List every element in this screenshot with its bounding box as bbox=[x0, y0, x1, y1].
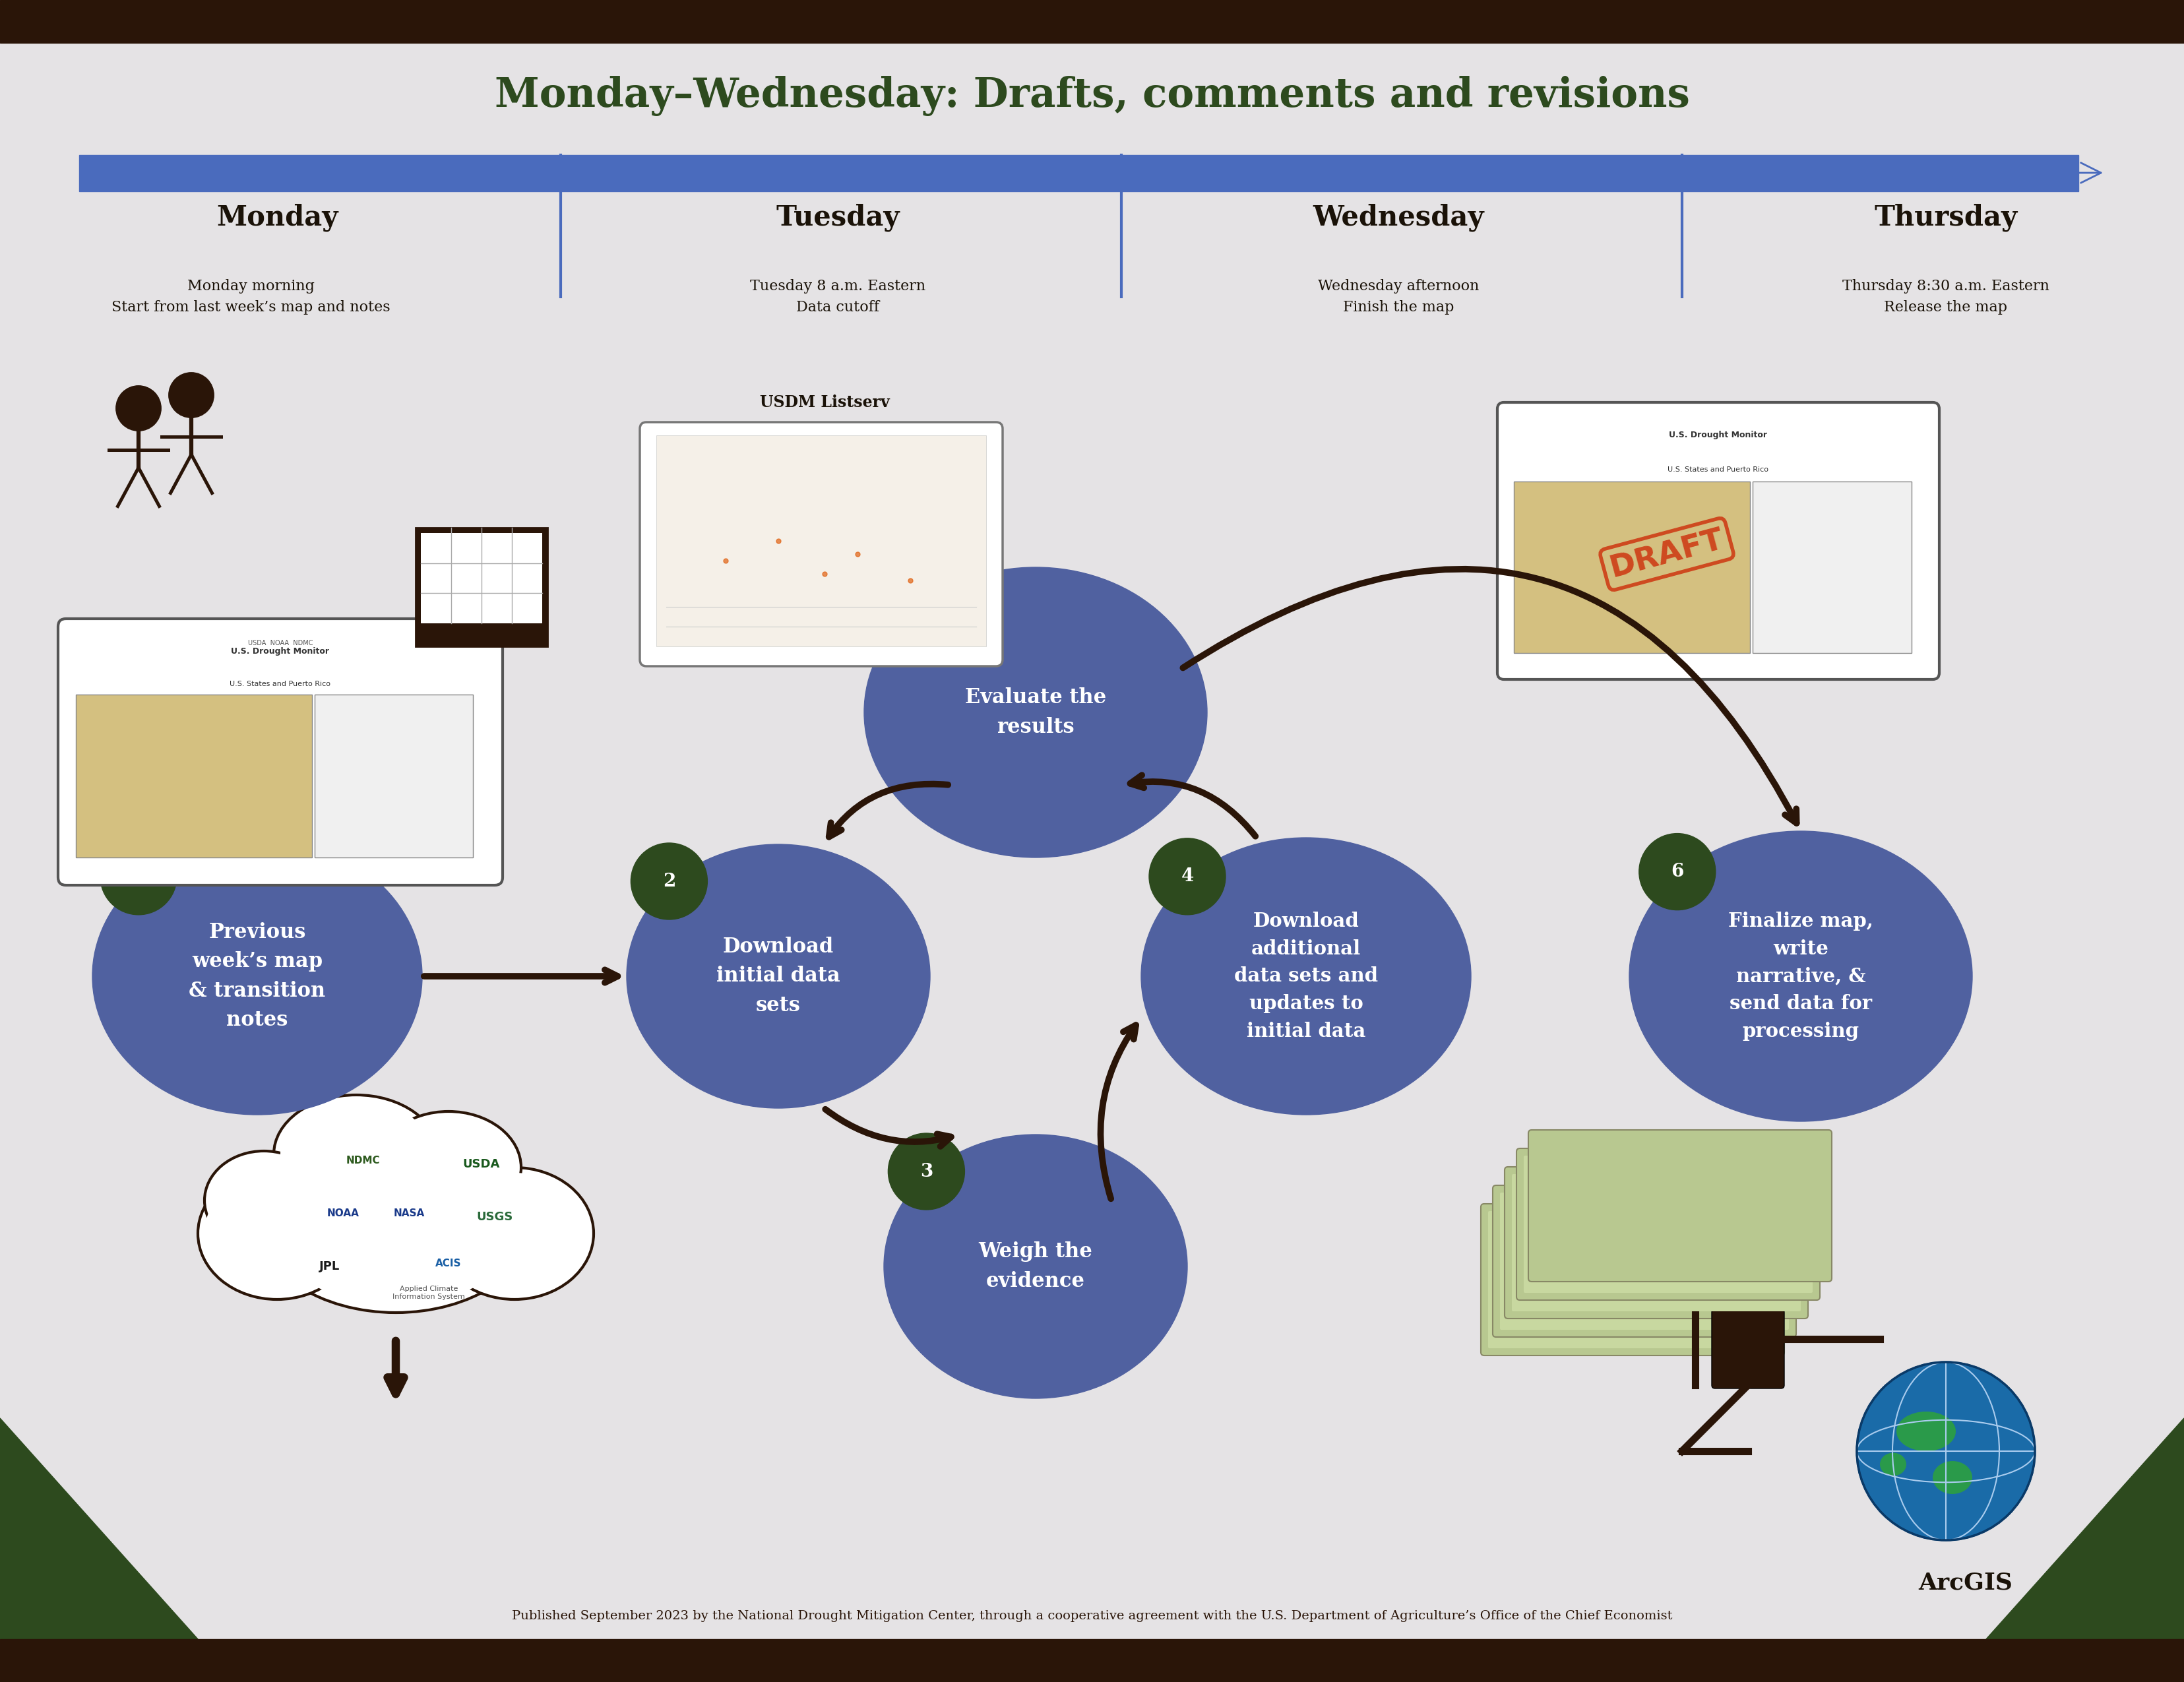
Ellipse shape bbox=[885, 1135, 1188, 1398]
Text: Applied Climate
Information System: Applied Climate Information System bbox=[393, 1285, 465, 1300]
FancyBboxPatch shape bbox=[640, 422, 1002, 666]
Bar bbox=[422, 533, 542, 624]
Text: Tuesday 8 a.m. Eastern
Data cutoff: Tuesday 8 a.m. Eastern Data cutoff bbox=[749, 279, 926, 315]
Text: U.S. Drought Monitor: U.S. Drought Monitor bbox=[232, 648, 330, 656]
Circle shape bbox=[100, 838, 177, 915]
Circle shape bbox=[1638, 834, 1717, 910]
Ellipse shape bbox=[1896, 1411, 1955, 1452]
FancyBboxPatch shape bbox=[1498, 402, 1939, 680]
Text: U.S. States and Puerto Rico: U.S. States and Puerto Rico bbox=[229, 681, 330, 688]
Text: USDA: USDA bbox=[463, 1159, 500, 1171]
Text: U.S. Drought Monitor: U.S. Drought Monitor bbox=[1669, 431, 1767, 439]
FancyBboxPatch shape bbox=[1524, 1156, 1813, 1293]
FancyBboxPatch shape bbox=[1500, 1193, 1789, 1330]
Text: Monday–Wednesday: Drafts, comments and revisions: Monday–Wednesday: Drafts, comments and r… bbox=[494, 76, 1690, 116]
Ellipse shape bbox=[435, 1167, 594, 1300]
Bar bbox=[0, 0, 2184, 42]
Text: ACIS: ACIS bbox=[435, 1258, 461, 1268]
Text: 1: 1 bbox=[131, 868, 144, 885]
Ellipse shape bbox=[1933, 1462, 1972, 1494]
FancyBboxPatch shape bbox=[1516, 1149, 1819, 1300]
Text: 5: 5 bbox=[906, 599, 919, 617]
Text: Thursday: Thursday bbox=[1874, 204, 2018, 232]
Ellipse shape bbox=[258, 1129, 535, 1312]
Ellipse shape bbox=[376, 1112, 522, 1223]
Circle shape bbox=[1149, 838, 1225, 915]
Circle shape bbox=[874, 570, 950, 646]
Bar bbox=[1752, 481, 1911, 653]
Circle shape bbox=[1712, 1270, 1784, 1342]
Text: 3: 3 bbox=[919, 1162, 933, 1181]
Ellipse shape bbox=[280, 1100, 432, 1209]
Text: Download
initial data
sets: Download initial data sets bbox=[716, 937, 841, 1016]
FancyBboxPatch shape bbox=[1712, 1309, 1784, 1388]
Text: 4: 4 bbox=[1182, 868, 1195, 885]
Polygon shape bbox=[1985, 1418, 2184, 1640]
FancyBboxPatch shape bbox=[1492, 1186, 1795, 1337]
Circle shape bbox=[116, 385, 162, 431]
Circle shape bbox=[168, 372, 214, 417]
Bar bbox=[314, 695, 474, 858]
FancyBboxPatch shape bbox=[1487, 1211, 1778, 1349]
Ellipse shape bbox=[1880, 1453, 1907, 1475]
Ellipse shape bbox=[865, 567, 1208, 858]
Ellipse shape bbox=[273, 1095, 439, 1214]
Text: USDM Listserv: USDM Listserv bbox=[760, 395, 889, 410]
Text: Download
additional
data sets and
updates to
initial data: Download additional data sets and update… bbox=[1234, 912, 1378, 1041]
FancyBboxPatch shape bbox=[1505, 1167, 1808, 1319]
Bar bbox=[657, 436, 987, 646]
Circle shape bbox=[1856, 1362, 2035, 1541]
Text: Thursday 8:30 a.m. Eastern
Release the map: Thursday 8:30 a.m. Eastern Release the m… bbox=[1843, 279, 2049, 315]
Text: Published September 2023 by the National Drought Mitigation Center, through a co: Published September 2023 by the National… bbox=[511, 1610, 1673, 1621]
FancyBboxPatch shape bbox=[1529, 1130, 1832, 1282]
FancyBboxPatch shape bbox=[1511, 1174, 1802, 1312]
Text: Wednesday afternoon
Finish the map: Wednesday afternoon Finish the map bbox=[1317, 279, 1479, 315]
Text: 2: 2 bbox=[662, 873, 675, 890]
Bar bbox=[76, 695, 312, 858]
Bar bbox=[1514, 481, 1749, 653]
Text: ArcGIS: ArcGIS bbox=[1918, 1573, 2014, 1595]
Text: USGS: USGS bbox=[476, 1211, 513, 1223]
Text: Wednesday: Wednesday bbox=[1313, 204, 1483, 232]
Text: NDMC: NDMC bbox=[345, 1156, 380, 1166]
FancyArrowPatch shape bbox=[1184, 569, 1797, 822]
Circle shape bbox=[631, 843, 708, 920]
Bar bbox=[415, 528, 548, 646]
Circle shape bbox=[889, 1134, 965, 1209]
Text: Monday: Monday bbox=[216, 204, 339, 232]
Text: DRAFT: DRAFT bbox=[1607, 525, 1728, 584]
Text: Tuesday: Tuesday bbox=[775, 204, 900, 232]
Text: USDA  NOAA  NDMC: USDA NOAA NDMC bbox=[247, 639, 312, 646]
Ellipse shape bbox=[1142, 838, 1472, 1115]
Bar bbox=[0, 1640, 2184, 1682]
Ellipse shape bbox=[441, 1172, 587, 1293]
Text: Monday morning
Start from last week’s map and notes: Monday morning Start from last week’s ma… bbox=[111, 279, 391, 315]
Ellipse shape bbox=[199, 1167, 356, 1300]
Text: NASA: NASA bbox=[393, 1209, 424, 1219]
Text: U.S. States and Puerto Rico: U.S. States and Puerto Rico bbox=[1669, 466, 1769, 473]
Text: Finalize map,
write
narrative, &
send data for
processing: Finalize map, write narrative, & send da… bbox=[1728, 912, 1874, 1041]
Text: Evaluate the
results: Evaluate the results bbox=[965, 688, 1107, 737]
Ellipse shape bbox=[382, 1115, 515, 1219]
Ellipse shape bbox=[205, 1150, 323, 1250]
Ellipse shape bbox=[205, 1172, 349, 1293]
Text: Weigh the
evidence: Weigh the evidence bbox=[978, 1241, 1092, 1292]
Ellipse shape bbox=[627, 844, 930, 1108]
Text: Previous
week’s map
& transition
notes: Previous week’s map & transition notes bbox=[188, 922, 325, 1029]
FancyBboxPatch shape bbox=[59, 619, 502, 885]
FancyBboxPatch shape bbox=[1481, 1204, 1784, 1356]
Text: NOAA: NOAA bbox=[328, 1209, 358, 1219]
Text: JPL: JPL bbox=[319, 1260, 341, 1272]
Text: 6: 6 bbox=[1671, 863, 1684, 881]
Ellipse shape bbox=[269, 1135, 524, 1305]
Ellipse shape bbox=[92, 838, 422, 1115]
Ellipse shape bbox=[1629, 831, 1972, 1122]
Bar bbox=[79, 155, 2079, 192]
Polygon shape bbox=[0, 1418, 199, 1640]
Ellipse shape bbox=[210, 1156, 319, 1246]
